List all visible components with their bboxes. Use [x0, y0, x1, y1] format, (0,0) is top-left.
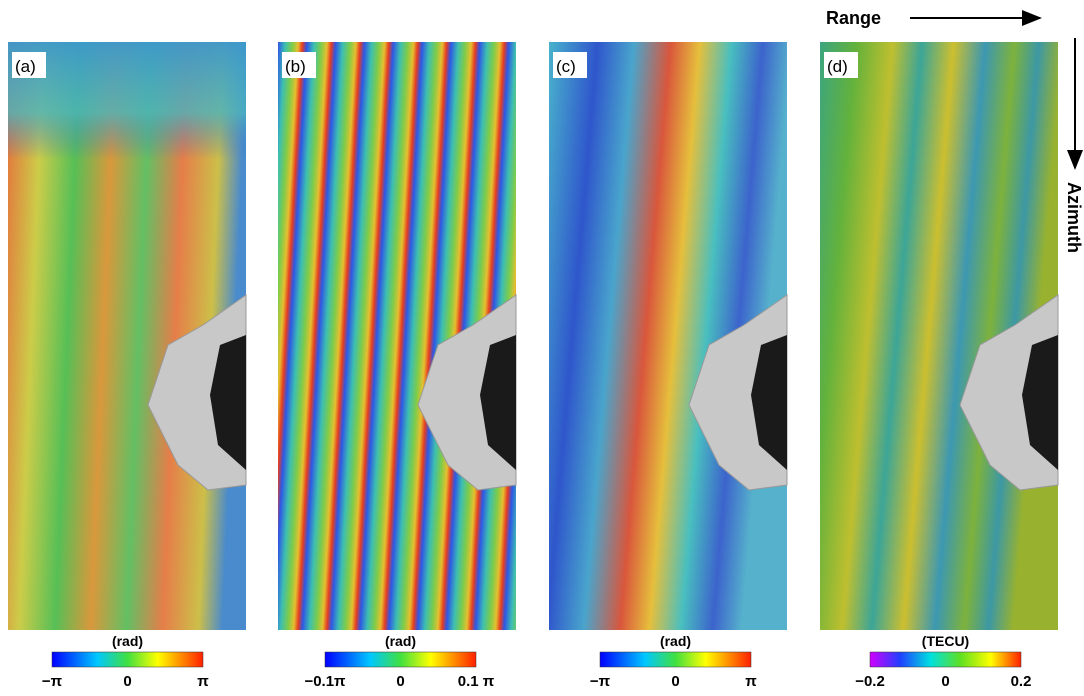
colorbar-unit: (rad) [385, 633, 416, 649]
colorbar-tick-label: 0 [671, 673, 679, 690]
colorbar-tick-label: π [197, 673, 209, 690]
panel-label: (a) [15, 57, 36, 76]
panel-label: (b) [285, 57, 306, 76]
figure: Range Azimuth (a) (rad) −π 0 π (b) (rad) −0.1π 0… [0, 0, 1084, 691]
colorbar-tick-label: −0.2 [855, 673, 885, 690]
colorbar-tick-label: 0 [123, 673, 131, 690]
azimuth-label: Azimuth [1064, 182, 1084, 253]
colorbar-unit: (rad) [112, 633, 143, 649]
colorbar [870, 652, 1021, 667]
colorbar-tick-label: 0 [396, 673, 404, 690]
colorbar-tick-label: 0 [941, 673, 949, 690]
panel-label: (c) [556, 57, 576, 76]
colorbar [52, 652, 203, 667]
colorbar [325, 652, 476, 667]
range-label: Range [826, 8, 881, 28]
colorbar-tick-label: π [745, 673, 757, 690]
panel-label: (d) [827, 57, 848, 76]
colorbar [600, 652, 751, 667]
colorbar-tick-label: 0.2 [1011, 673, 1032, 690]
colorbar-tick-label: −π [42, 673, 63, 690]
colorbar-unit: (TECU) [922, 633, 969, 649]
colorbar-tick-label: −0.1π [304, 673, 346, 690]
colorbar-unit: (rad) [660, 633, 691, 649]
colorbar-tick-label: 0.1 π [458, 673, 495, 690]
colorbar-tick-label: −π [590, 673, 611, 690]
